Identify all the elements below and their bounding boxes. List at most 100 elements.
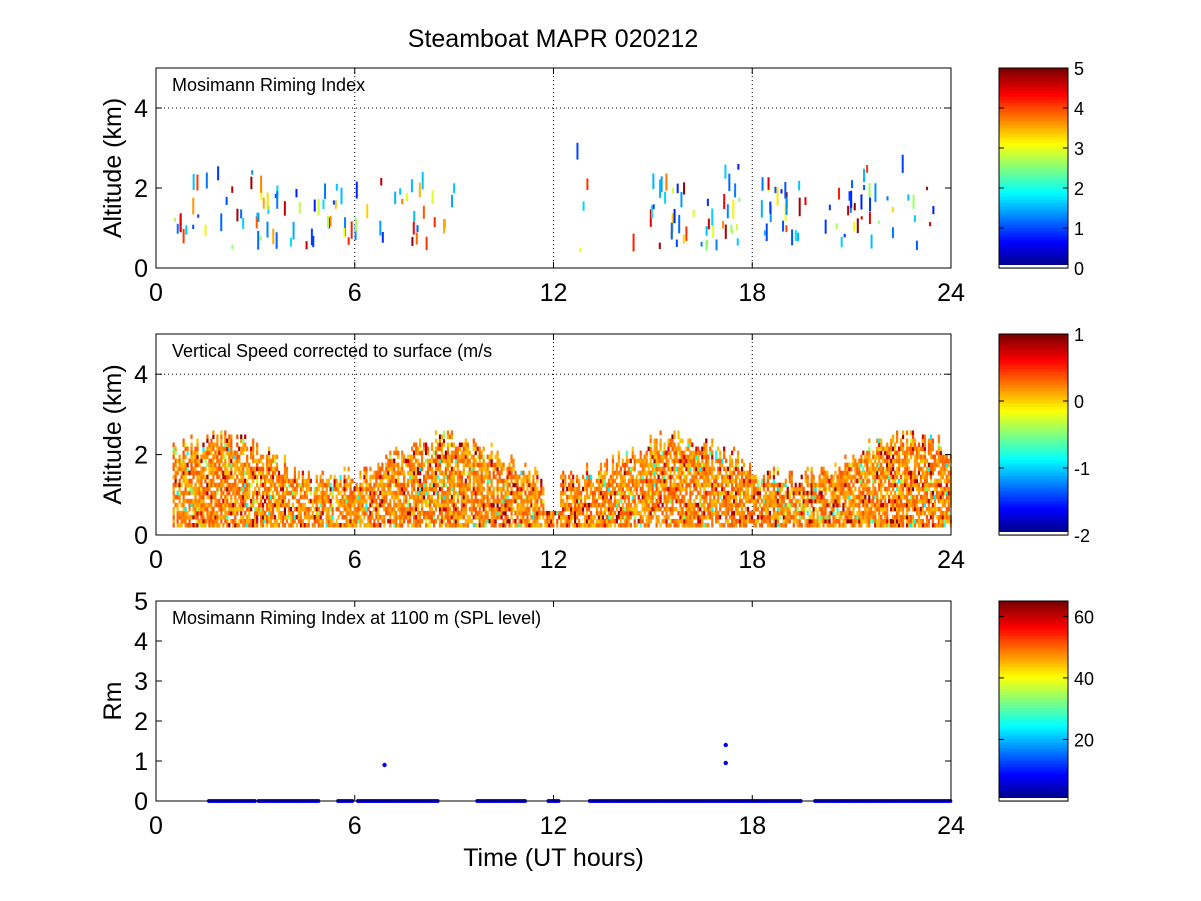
field-cell bbox=[256, 212, 259, 219]
field-cell bbox=[788, 478, 791, 484]
field-cell bbox=[711, 482, 714, 488]
field-cell bbox=[707, 466, 710, 472]
field-cell bbox=[665, 498, 668, 504]
field-cell bbox=[772, 470, 775, 476]
field-cell bbox=[655, 522, 658, 528]
field-cell bbox=[190, 450, 193, 456]
field-cell bbox=[852, 498, 855, 504]
field-cell bbox=[413, 482, 416, 488]
field-cell bbox=[838, 498, 841, 504]
field-cell bbox=[289, 482, 293, 488]
field-cell bbox=[701, 454, 704, 460]
field-cell bbox=[842, 486, 845, 492]
field-cell bbox=[172, 506, 175, 512]
field-cell bbox=[562, 490, 565, 496]
field-cell bbox=[587, 514, 591, 520]
field-cell bbox=[836, 474, 839, 480]
field-cell bbox=[774, 514, 777, 520]
field-cell bbox=[417, 458, 420, 464]
field-cell bbox=[689, 498, 692, 504]
field-cell bbox=[802, 498, 805, 504]
field-cell bbox=[520, 506, 523, 512]
field-cell bbox=[220, 478, 223, 484]
field-cell bbox=[242, 466, 245, 472]
field-cell bbox=[854, 498, 857, 504]
field-cell bbox=[880, 514, 883, 520]
field-cell bbox=[226, 494, 229, 500]
field-cell bbox=[214, 494, 217, 500]
field-cell bbox=[790, 514, 793, 520]
field-cell bbox=[723, 474, 726, 480]
field-cell bbox=[365, 498, 368, 504]
field-cell bbox=[452, 454, 455, 460]
field-cell bbox=[299, 486, 302, 492]
field-cell bbox=[585, 466, 589, 472]
field-cell bbox=[244, 510, 247, 516]
field-cell bbox=[840, 478, 843, 484]
field-cell bbox=[271, 482, 275, 488]
field-cell bbox=[466, 514, 469, 520]
field-cell bbox=[194, 490, 197, 496]
field-cell bbox=[838, 486, 841, 492]
field-cell bbox=[752, 498, 756, 504]
field-cell bbox=[365, 478, 368, 484]
field-cell bbox=[341, 514, 344, 520]
field-cell bbox=[800, 510, 803, 516]
field-cell bbox=[595, 498, 599, 504]
field-cell bbox=[381, 490, 384, 496]
field-cell bbox=[438, 446, 442, 452]
field-cell bbox=[742, 482, 746, 488]
field-cell bbox=[727, 506, 730, 512]
field-cell bbox=[607, 510, 611, 516]
field-cell bbox=[568, 482, 571, 488]
field-cell bbox=[206, 474, 209, 480]
field-cell bbox=[570, 510, 573, 516]
field-cell bbox=[619, 510, 622, 516]
field-cell bbox=[426, 462, 430, 468]
field-cell bbox=[643, 490, 646, 496]
field-cell bbox=[546, 510, 549, 516]
field-cell bbox=[381, 466, 384, 472]
field-cell bbox=[281, 510, 285, 516]
field-cell bbox=[898, 522, 901, 528]
field-cell bbox=[460, 474, 463, 480]
field-cell bbox=[510, 470, 513, 476]
field-cell bbox=[349, 510, 352, 516]
field-cell bbox=[482, 502, 485, 508]
field-cell bbox=[756, 490, 760, 496]
field-cell bbox=[719, 502, 722, 508]
field-cell bbox=[621, 506, 624, 512]
field-cell bbox=[665, 506, 668, 512]
field-cell bbox=[448, 518, 452, 524]
field-cell bbox=[357, 486, 360, 492]
field-cell bbox=[200, 506, 203, 512]
field-cell bbox=[389, 454, 392, 460]
field-cell bbox=[242, 490, 245, 496]
field-cell bbox=[442, 514, 446, 520]
field-cell bbox=[562, 498, 565, 504]
field-cell bbox=[218, 522, 221, 528]
field-cell bbox=[238, 522, 241, 528]
field-cell bbox=[766, 494, 770, 500]
field-cell bbox=[876, 450, 879, 456]
field-cell bbox=[890, 450, 893, 456]
field-cell bbox=[774, 518, 777, 524]
field-cell bbox=[752, 510, 756, 516]
field-cell bbox=[737, 482, 740, 488]
field-cell bbox=[605, 470, 609, 476]
field-cell bbox=[224, 434, 227, 440]
field-cell bbox=[643, 454, 646, 460]
field-cell bbox=[536, 502, 539, 508]
field-cell bbox=[544, 518, 547, 524]
field-cell bbox=[361, 490, 364, 496]
field-cell bbox=[228, 486, 231, 492]
field-cell bbox=[768, 490, 772, 496]
field-cell bbox=[828, 478, 831, 484]
field-cell bbox=[663, 474, 666, 480]
field-cell bbox=[417, 446, 420, 452]
field-cell bbox=[737, 454, 740, 460]
field-cell bbox=[196, 490, 199, 496]
field-cell bbox=[677, 458, 680, 464]
field-cell bbox=[705, 462, 708, 468]
field-cell bbox=[440, 442, 444, 448]
